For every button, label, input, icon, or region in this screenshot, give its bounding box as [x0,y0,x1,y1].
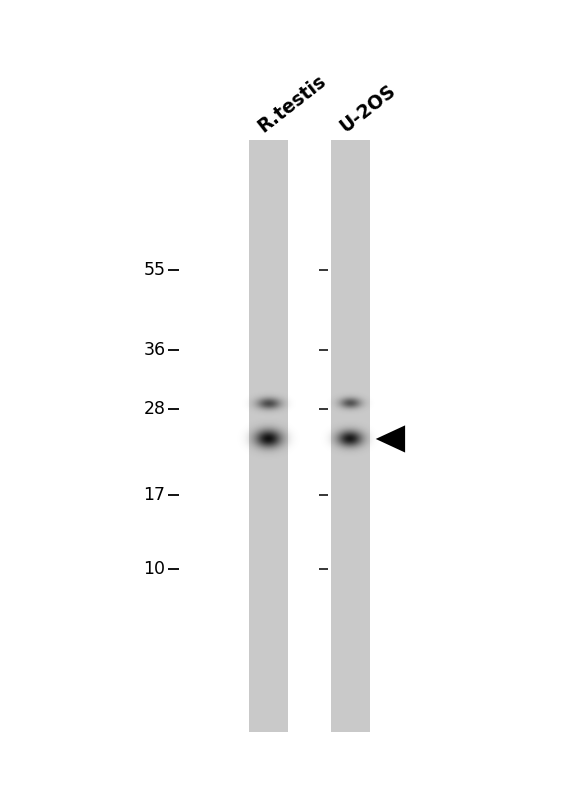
Text: 36: 36 [144,341,166,359]
Polygon shape [376,426,405,453]
Text: 28: 28 [144,400,166,418]
Text: 17: 17 [144,486,166,504]
Text: R.testis: R.testis [254,71,329,136]
Text: U-2OS: U-2OS [336,81,399,136]
Text: 10: 10 [144,560,166,578]
Text: 55: 55 [144,262,166,279]
Bar [331,140,370,732]
Bar [249,140,288,732]
